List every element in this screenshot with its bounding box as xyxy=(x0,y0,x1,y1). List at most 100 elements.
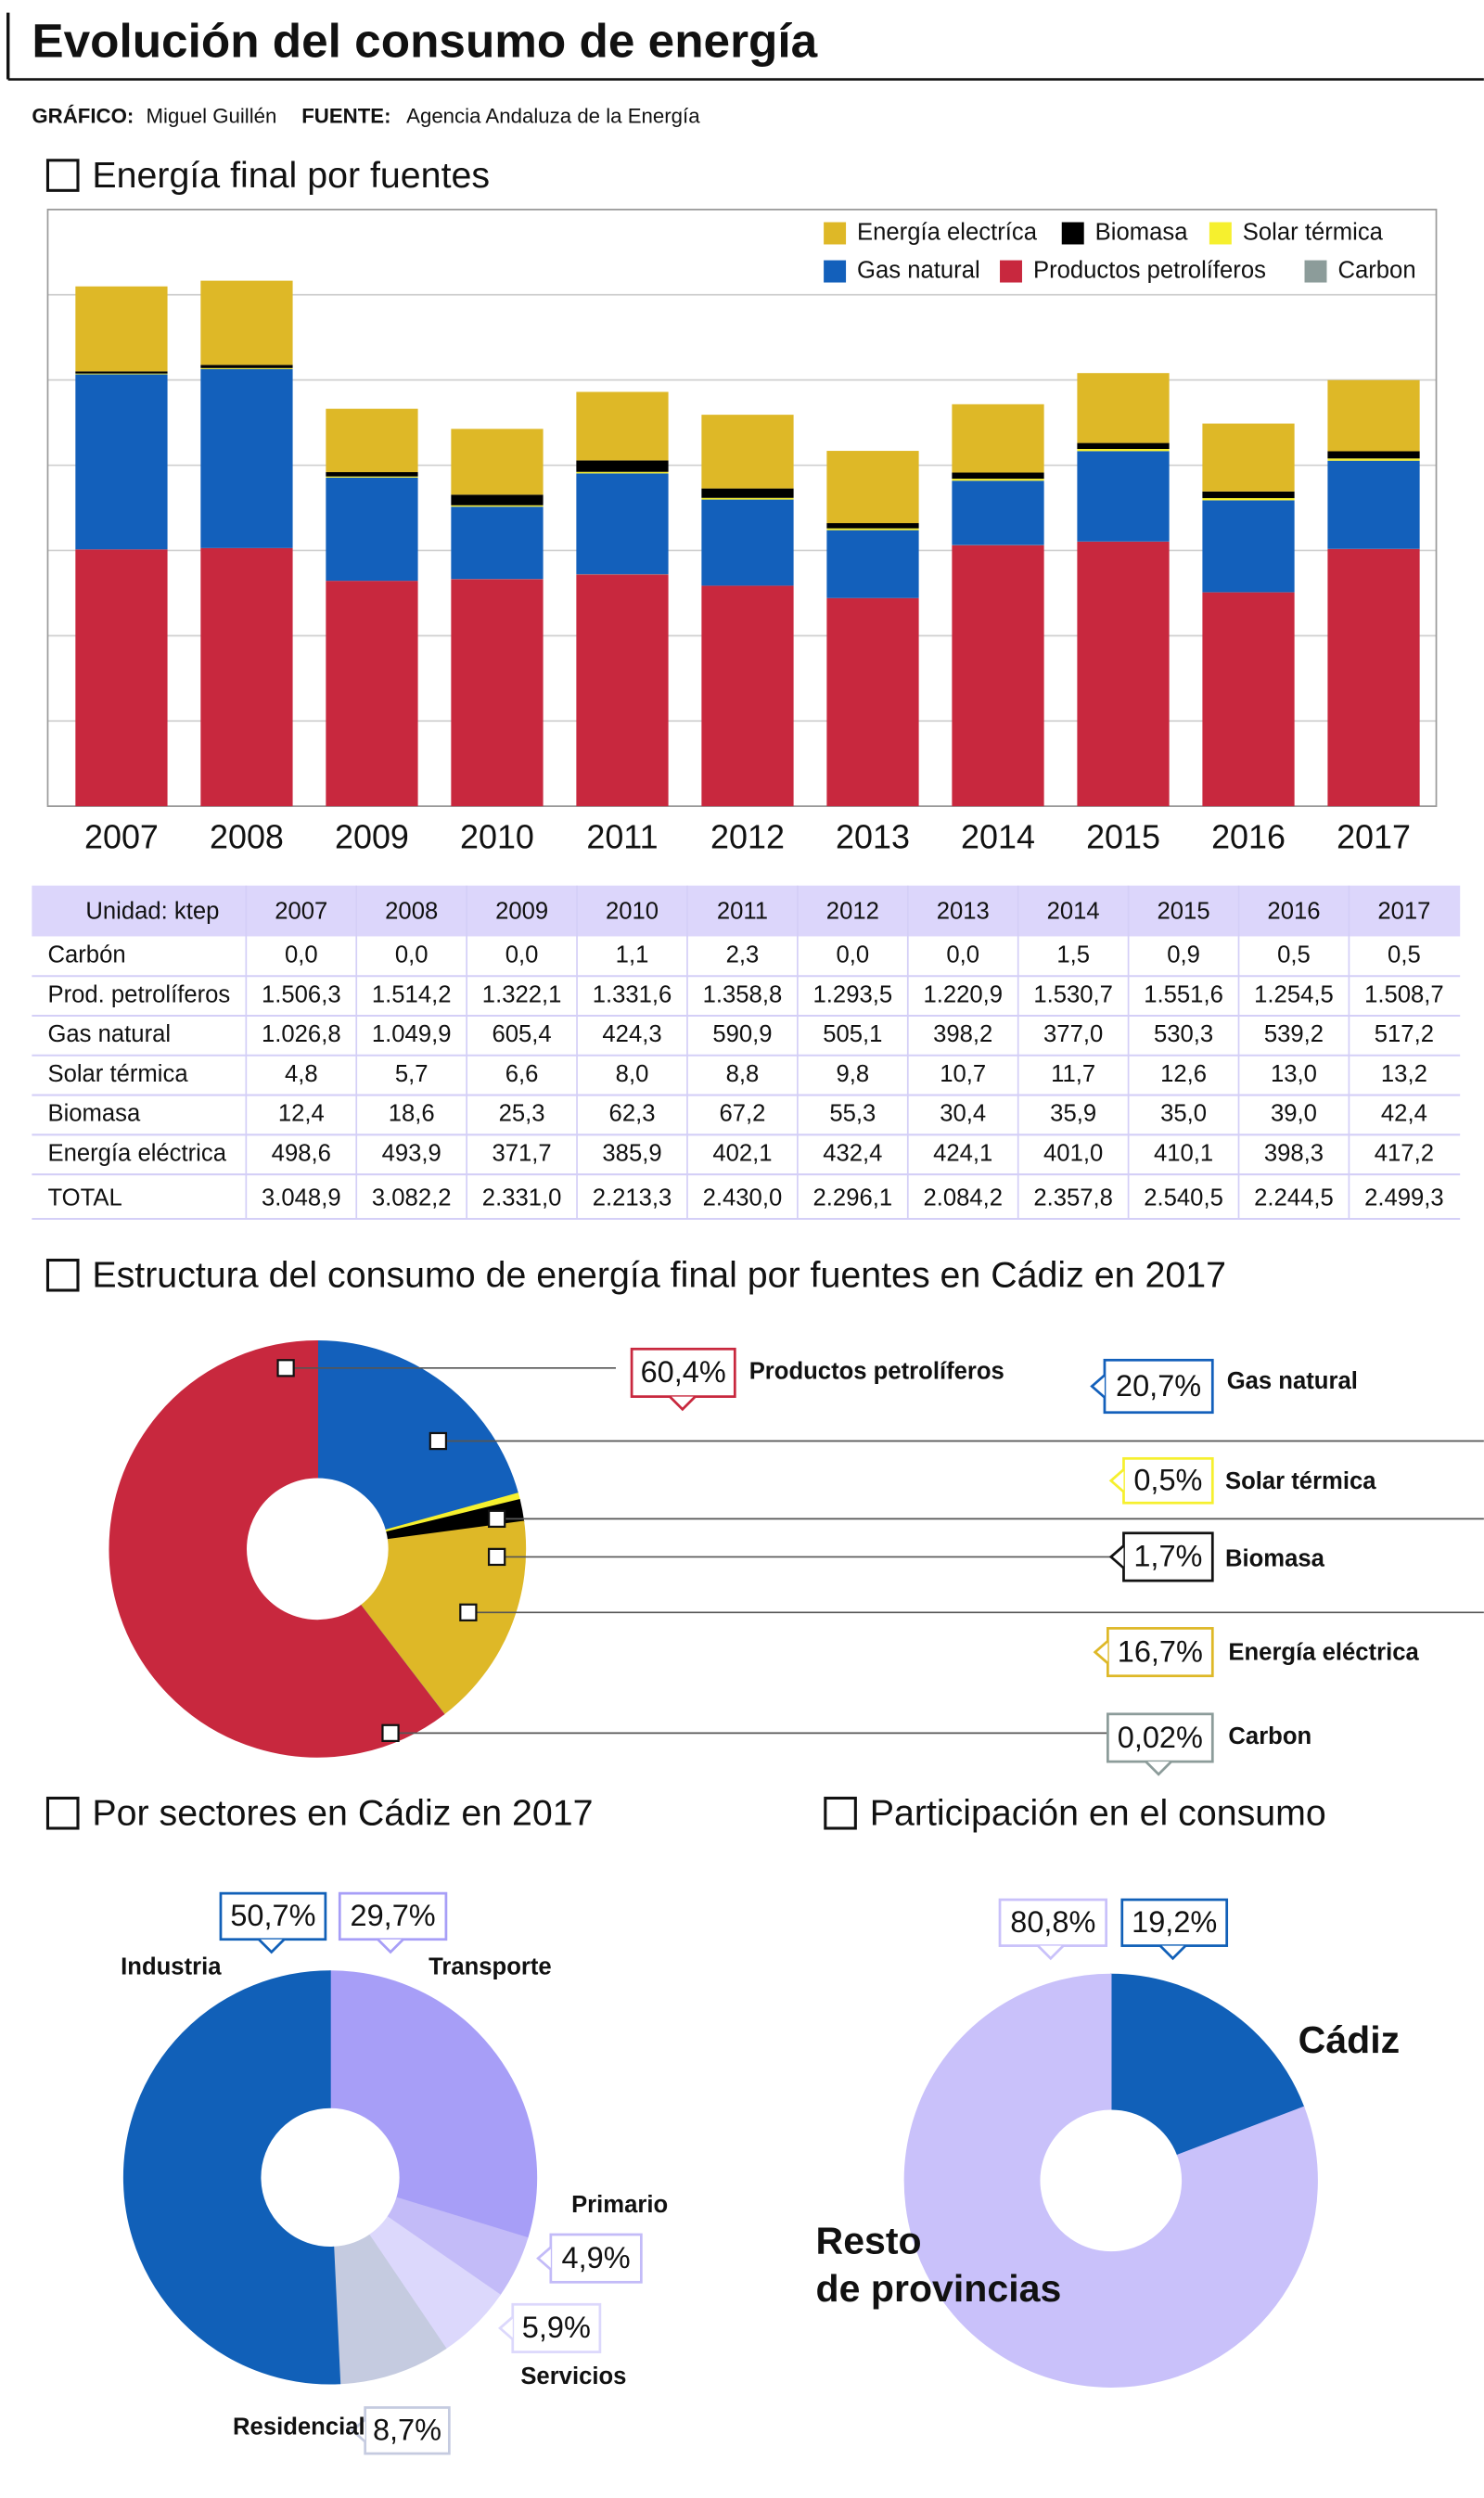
table-cell: 8,0 xyxy=(616,1061,649,1087)
table-header-cell: 2012 xyxy=(826,899,879,925)
table-cell: 5,7 xyxy=(395,1061,429,1087)
bar-segment xyxy=(1077,442,1170,450)
bar-segment xyxy=(326,476,418,478)
table-cell: 9,8 xyxy=(837,1061,870,1087)
table-cell: 0,5 xyxy=(1277,942,1311,968)
section-title: Participación en el consumo xyxy=(870,1793,1326,1834)
table-cell: 55,3 xyxy=(829,1101,876,1127)
legend-label: Energía electríca xyxy=(857,219,1038,245)
x-tick-label: 2010 xyxy=(460,818,534,856)
table-cell: 12,6 xyxy=(1160,1061,1207,1087)
bar-segment xyxy=(200,547,293,807)
table-cell: 398,3 xyxy=(1264,1140,1324,1166)
table-cell: 4,8 xyxy=(285,1061,318,1087)
category-label: Transporte xyxy=(429,1954,552,1979)
section-title: Energía final por fuentes xyxy=(92,155,490,196)
legend-swatch xyxy=(1061,222,1084,245)
table-cell: Carbón xyxy=(47,942,125,968)
x-tick-label: 2009 xyxy=(335,818,409,856)
bar-segment xyxy=(952,404,1044,473)
callout-value: 1,7% xyxy=(1133,1540,1202,1573)
bar-segment xyxy=(326,408,418,473)
table-cell: 13,0 xyxy=(1271,1061,1317,1087)
callout-box xyxy=(364,2406,451,2455)
category-label: Cádiz xyxy=(1298,2018,1400,2061)
bar-segment xyxy=(952,479,1044,481)
table-cell: 517,2 xyxy=(1375,1021,1434,1047)
table-cell: 12,4 xyxy=(278,1101,325,1127)
table-header-cell: 2014 xyxy=(1047,899,1100,925)
x-tick-label: 2011 xyxy=(586,818,658,856)
bar-segment xyxy=(701,415,794,489)
legend-label: Biomasa xyxy=(1095,219,1189,245)
callout-box xyxy=(1122,1531,1214,1582)
table-cell: 424,1 xyxy=(933,1140,992,1166)
table-cell: 2.357,8 xyxy=(1033,1185,1113,1211)
table-cell: 371,7 xyxy=(492,1140,551,1166)
x-tick-label: 2016 xyxy=(1211,818,1286,856)
legend-swatch xyxy=(1209,222,1232,245)
callout-value: 0,02% xyxy=(1118,1721,1203,1754)
table-cell: 498,6 xyxy=(272,1140,331,1166)
table-cell: 1.551,6 xyxy=(1144,981,1223,1007)
table-cell: 11,7 xyxy=(1051,1061,1095,1087)
category-label: Servicios xyxy=(520,2363,626,2389)
bar-segment xyxy=(576,391,669,461)
callout-pointer xyxy=(1037,1944,1065,1961)
table-cell: 8,8 xyxy=(726,1061,760,1087)
bar-segment xyxy=(451,506,544,580)
bar-segment xyxy=(952,544,1044,807)
table-cell: 2.244,5 xyxy=(1254,1185,1334,1211)
section-title: Por sectores en Cádiz en 2017 xyxy=(92,1793,593,1834)
x-tick-label: 2008 xyxy=(210,818,284,856)
bar-segment xyxy=(1202,491,1295,498)
legend-label: Carbon xyxy=(1337,257,1415,283)
table-cell: Prod. petrolíferos xyxy=(47,981,230,1007)
table-cell: 2.331,0 xyxy=(482,1185,562,1211)
bar-segment xyxy=(826,597,919,807)
table-cell: 2,3 xyxy=(726,942,760,968)
table-cell: 2.430,0 xyxy=(703,1185,783,1211)
x-tick-label: 2015 xyxy=(1086,818,1160,856)
x-tick-label: 2007 xyxy=(84,818,159,856)
table-cell: Energía eléctrica xyxy=(47,1140,226,1166)
table-cell: 1.220,9 xyxy=(923,981,1003,1007)
table-cell: TOTAL xyxy=(47,1185,122,1211)
leader-marker xyxy=(429,1431,448,1451)
table-header-cell: 2016 xyxy=(1267,899,1320,925)
bar-segment xyxy=(75,549,168,807)
callout-pointer xyxy=(536,2246,552,2271)
callout-value: 4,9% xyxy=(562,2241,631,2274)
table-cell: 1.026,8 xyxy=(262,1021,341,1047)
category-label: Biomasa xyxy=(1225,1546,1325,1572)
x-tick-label: 2017 xyxy=(1337,818,1411,856)
legend-label: Gas natural xyxy=(857,257,980,283)
legend-swatch xyxy=(1000,260,1022,283)
callout-pointer xyxy=(1090,1374,1106,1399)
bar-segment xyxy=(1327,548,1420,807)
bar-segment xyxy=(701,585,794,807)
table-cell: 6,6 xyxy=(505,1061,539,1087)
callout-box xyxy=(1122,1456,1214,1505)
credit-label: GRÁFICO: xyxy=(32,104,134,127)
table-cell: 1.331,6 xyxy=(593,981,672,1007)
callout-value: 16,7% xyxy=(1118,1634,1203,1668)
table-cell: 1.514,2 xyxy=(372,981,452,1007)
donut-slice xyxy=(109,1340,445,1758)
legend-label: Solar térmica xyxy=(1243,219,1384,245)
bar-segment xyxy=(576,473,669,574)
table-cell: 0,9 xyxy=(1167,942,1200,968)
bar-segment xyxy=(576,574,669,807)
category-label: Solar térmica xyxy=(1225,1468,1376,1494)
bar-segment xyxy=(200,365,293,368)
donut-slice xyxy=(1110,1973,1305,2157)
leader-marker xyxy=(276,1359,295,1377)
callout-pointer xyxy=(258,1938,286,1954)
donut-slice xyxy=(316,1340,519,1531)
bar-segment xyxy=(1327,379,1420,452)
table-cell: 530,3 xyxy=(1154,1021,1213,1047)
bar-segment xyxy=(200,280,293,365)
legend-swatch xyxy=(824,222,847,245)
